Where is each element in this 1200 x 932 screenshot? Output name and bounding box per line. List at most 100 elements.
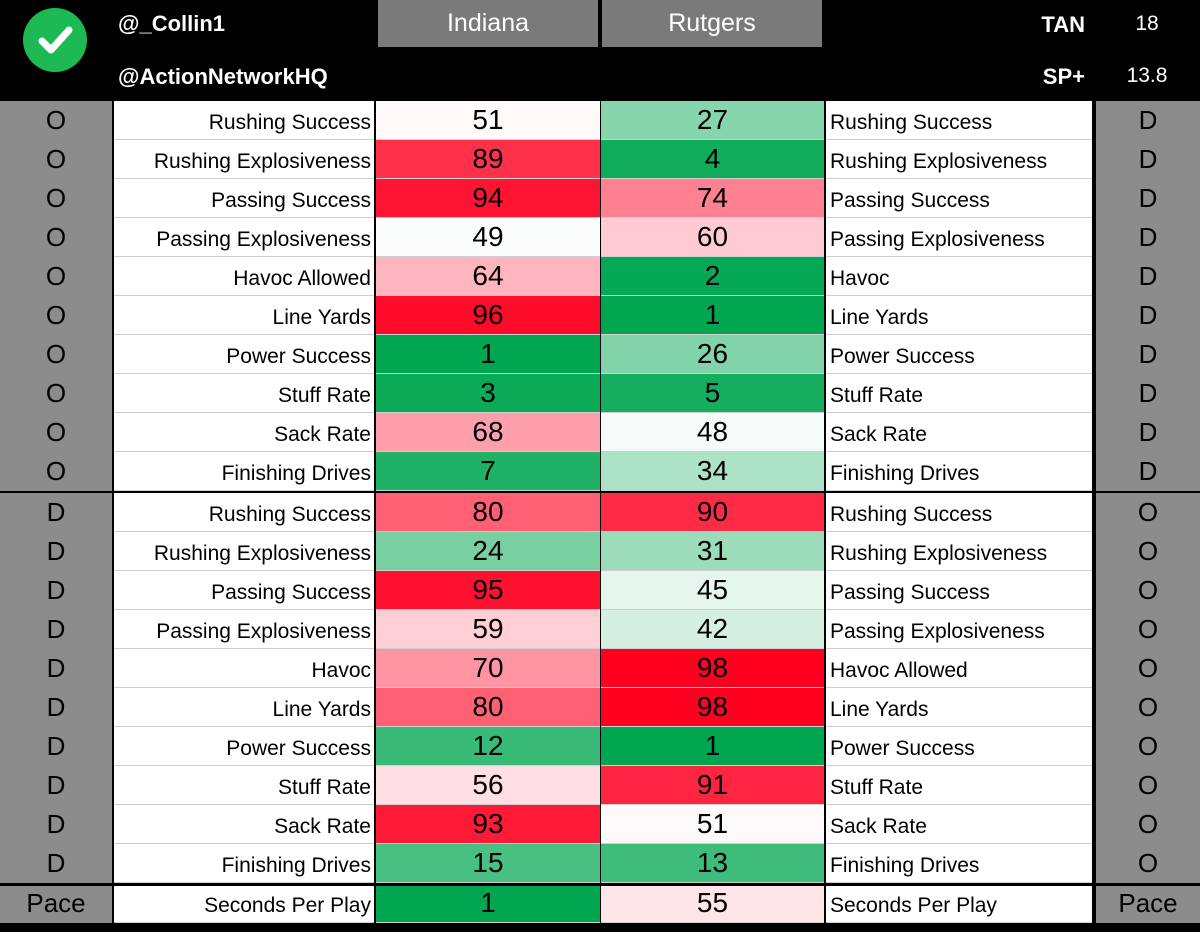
left-metric-label: Rushing Success (114, 101, 374, 140)
right-side-cell: D (1096, 257, 1200, 296)
right-side-cell: O (1096, 688, 1200, 727)
team-a-value: 80 (376, 688, 600, 727)
right-metric-label: Finishing Drives (826, 844, 1092, 883)
header-bar: @_Collin1 @ActionNetworkHQ Indiana Rutge… (0, 0, 1200, 101)
table-row: O Rushing Success 51 27 Rushing Success D (0, 101, 1200, 140)
right-side-cell: D (1096, 296, 1200, 335)
right-metric-label: Stuff Rate (826, 766, 1092, 805)
team-b-value: 1 (601, 296, 824, 335)
right-side-cell: O (1096, 571, 1200, 610)
team-b-value: 1 (601, 727, 824, 766)
right-metric-label: Passing Success (826, 571, 1092, 610)
section-divider (0, 491, 1200, 493)
left-metric-label: Havoc (114, 649, 374, 688)
left-side-cell: O (0, 101, 112, 140)
team-b-value: 74 (601, 179, 824, 218)
right-metric-label: Passing Explosiveness (826, 610, 1092, 649)
left-metric-label: Seconds Per Play (114, 884, 374, 923)
table-row: O Line Yards 96 1 Line Yards D (0, 296, 1200, 335)
left-metric-label: Stuff Rate (114, 374, 374, 413)
right-side-cell: O (1096, 610, 1200, 649)
table-row: O Finishing Drives 7 34 Finishing Drives D (0, 452, 1200, 491)
right-metric-label: Finishing Drives (826, 452, 1092, 491)
left-side-cell: D (0, 571, 112, 610)
team-a-value: 64 (376, 257, 600, 296)
table-row: O Passing Success 94 74 Passing Success D (0, 179, 1200, 218)
right-side-cell: D (1096, 179, 1200, 218)
left-side-cell: D (0, 532, 112, 571)
left-metric-label: Line Yards (114, 688, 374, 727)
left-metric-label: Line Yards (114, 296, 374, 335)
table-row: O Sack Rate 68 48 Sack Rate D (0, 413, 1200, 452)
table-row: D Sack Rate 93 51 Sack Rate O (0, 805, 1200, 844)
team-b-header: Rutgers (602, 0, 822, 47)
right-metric-label: Passing Explosiveness (826, 218, 1092, 257)
right-metric-label: Passing Success (826, 179, 1092, 218)
team-b-value: 51 (601, 805, 824, 844)
right-side-cell: O (1096, 844, 1200, 883)
left-side-cell: O (0, 452, 112, 491)
team-a-value: 12 (376, 727, 600, 766)
left-side-cell: O (0, 413, 112, 452)
check-icon (23, 8, 87, 72)
left-metric-label: Havoc Allowed (114, 257, 374, 296)
right-side-cell: D (1096, 335, 1200, 374)
left-metric-label: Rushing Success (114, 493, 374, 532)
table-row: D Havoc 70 98 Havoc Allowed O (0, 649, 1200, 688)
right-metric-label: Stuff Rate (826, 374, 1092, 413)
left-metric-label: Passing Success (114, 179, 374, 218)
right-metric-label: Sack Rate (826, 413, 1092, 452)
team-a-value: 96 (376, 296, 600, 335)
left-metric-label: Passing Success (114, 571, 374, 610)
table-row: D Rushing Success 80 90 Rushing Success O (0, 493, 1200, 532)
left-side-cell: O (0, 218, 112, 257)
left-side-cell: O (0, 335, 112, 374)
left-metric-label: Finishing Drives (114, 452, 374, 491)
left-side-cell: O (0, 179, 112, 218)
right-side-cell: D (1096, 452, 1200, 491)
team-b-value: 91 (601, 766, 824, 805)
team-a-value: 93 (376, 805, 600, 844)
team-b-value: 5 (601, 374, 824, 413)
left-side-cell: D (0, 844, 112, 883)
team-a-header: Indiana (378, 0, 598, 47)
team-a-value: 49 (376, 218, 600, 257)
left-metric-label: Sack Rate (114, 805, 374, 844)
team-b-value: 27 (601, 101, 824, 140)
left-side-cell: D (0, 727, 112, 766)
team-a-value: 3 (376, 374, 600, 413)
team-b-value: 60 (601, 218, 824, 257)
twitter-handle-author: @_Collin1 (118, 11, 226, 36)
right-side-cell: D (1096, 101, 1200, 140)
left-side-cell: O (0, 296, 112, 335)
team-a-value: 95 (376, 571, 600, 610)
table-row: O Rushing Explosiveness 89 4 Rushing Explosi… (0, 140, 1200, 179)
left-side-cell: D (0, 805, 112, 844)
team-a-value: 56 (376, 766, 600, 805)
table-row: D Line Yards 80 98 Line Yards O (0, 688, 1200, 727)
team-b-value: 98 (601, 688, 824, 727)
table-row: D Finishing Drives 15 13 Finishing Drives O (0, 844, 1200, 883)
right-side-cell: O (1096, 493, 1200, 532)
table-row: D Passing Success 95 45 Passing Success O (0, 571, 1200, 610)
team-b-value: 31 (601, 532, 824, 571)
right-metric-label: Rushing Explosiveness (826, 532, 1092, 571)
right-side-cell: O (1096, 532, 1200, 571)
right-side-cell: D (1096, 218, 1200, 257)
right-side-cell: O (1096, 727, 1200, 766)
team-a-value: 1 (376, 335, 600, 374)
right-metric-label: Seconds Per Play (826, 884, 1092, 923)
team-b-value: 90 (601, 493, 824, 532)
table-row: Pace Seconds Per Play 1 55 Seconds Per Play P… (0, 884, 1200, 923)
team-b-value: 34 (601, 452, 824, 491)
left-metric-label: Rushing Explosiveness (114, 532, 374, 571)
right-metric-label: Havoc (826, 257, 1092, 296)
team-b-value: 48 (601, 413, 824, 452)
right-metric-label: Rushing Explosiveness (826, 140, 1092, 179)
right-side-cell: D (1096, 140, 1200, 179)
team-b-value: 98 (601, 649, 824, 688)
left-side-cell: O (0, 257, 112, 296)
twitter-handle-network: @ActionNetworkHQ (118, 64, 328, 89)
team-a-value: 51 (376, 101, 600, 140)
team-a-value: 15 (376, 844, 600, 883)
